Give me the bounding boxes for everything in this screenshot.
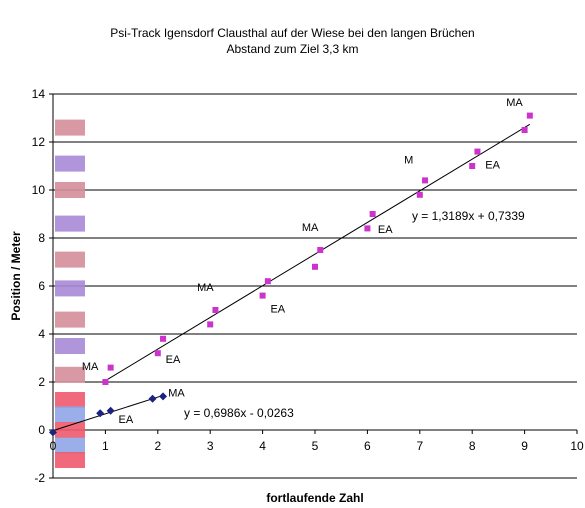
point-annotation: MA — [302, 222, 319, 234]
data-point — [154, 350, 161, 357]
point-annotation: EA — [119, 414, 134, 426]
data-point — [102, 379, 109, 385]
data-point — [264, 278, 271, 285]
y-tick-label: -2 — [34, 471, 45, 485]
trendline-equation: y = 0,6986x - 0,0263 — [184, 406, 294, 420]
side-bar — [55, 182, 85, 198]
data-point — [148, 394, 157, 403]
data-point — [422, 177, 429, 184]
point-annotation: MA — [168, 387, 185, 399]
x-tick-label: 8 — [469, 439, 476, 453]
side-bar — [55, 406, 85, 423]
y-tick-label: 12 — [32, 135, 46, 149]
y-tick-label: 8 — [38, 231, 45, 245]
data-point — [364, 225, 371, 232]
side-bar — [55, 392, 85, 408]
point-annotation: MA — [506, 97, 523, 109]
y-tick-label: 6 — [38, 279, 45, 293]
y-tick-label: 14 — [32, 87, 46, 101]
trendline — [52, 394, 164, 432]
side-bar — [55, 155, 85, 172]
side-bar — [55, 119, 85, 136]
side-bar — [55, 280, 85, 297]
y-tick-label: 10 — [32, 183, 46, 197]
point-annotation: EA — [378, 224, 393, 236]
side-bar — [55, 422, 85, 438]
side-bar — [55, 251, 85, 268]
x-tick-label: 1 — [102, 439, 109, 453]
chart-title: Psi-Track Igensdorf Clausthal auf der Wi… — [110, 26, 475, 40]
side-bar — [55, 215, 85, 232]
x-tick-label: 4 — [259, 439, 266, 453]
data-point — [212, 307, 219, 313]
data-point — [369, 211, 376, 217]
data-point — [526, 112, 533, 119]
data-point — [416, 191, 423, 198]
data-point — [469, 163, 476, 169]
x-tick-label: 2 — [154, 439, 161, 453]
x-tick-label: 5 — [312, 439, 319, 453]
chart-subtitle: Abstand zum Ziel 3,3 km — [226, 42, 359, 56]
data-point — [49, 428, 57, 437]
side-bar — [55, 452, 85, 468]
x-tick-label: 10 — [570, 439, 584, 453]
x-tick-label: 7 — [416, 439, 423, 453]
data-point — [521, 127, 528, 133]
y-axis-label: Position / Meter — [9, 231, 23, 321]
point-annotation: EA — [485, 159, 500, 171]
point-annotation: M — [404, 155, 413, 167]
data-point — [259, 292, 266, 299]
data-point — [160, 335, 167, 342]
side-bar — [55, 338, 85, 354]
data-point — [106, 406, 115, 415]
side-bar — [55, 311, 85, 328]
point-annotation: MA — [82, 361, 99, 373]
x-axis-label: fortlaufende Zahl — [266, 491, 363, 505]
point-annotation: EA — [270, 303, 285, 315]
data-point — [474, 148, 481, 155]
data-point — [312, 263, 318, 270]
trendline-equation: y = 1,3189x + 0,7339 — [412, 209, 525, 223]
y-tick-label: 4 — [38, 327, 45, 341]
x-tick-label: 6 — [364, 439, 371, 453]
data-point — [317, 247, 324, 253]
point-annotation: EA — [166, 354, 181, 366]
data-point — [96, 409, 105, 418]
data-point — [159, 392, 168, 401]
y-tick-label: 2 — [38, 375, 45, 389]
side-bar — [55, 366, 85, 383]
x-tick-label: 3 — [207, 439, 214, 453]
data-point — [107, 364, 114, 371]
y-tick-label: 0 — [38, 423, 45, 437]
x-tick-label: 9 — [521, 439, 528, 453]
x-tick-label: 0 — [50, 439, 57, 453]
data-point — [207, 321, 214, 328]
point-annotation: MA — [197, 282, 214, 294]
side-bar — [55, 437, 85, 454]
